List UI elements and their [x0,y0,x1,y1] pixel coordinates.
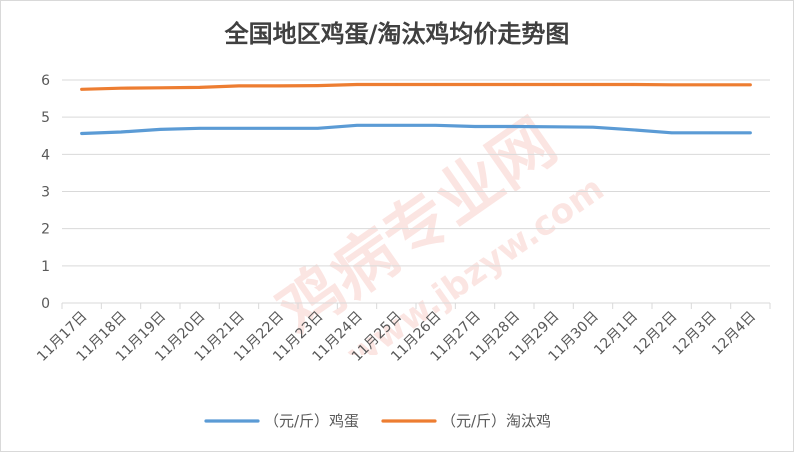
data-point-0-15 [670,131,673,134]
y-tick-label: 6 [41,73,50,89]
data-point-0-11 [513,125,516,128]
data-point-0-8 [395,124,398,127]
data-point-1-2 [159,86,162,89]
data-point-0-7 [356,124,359,127]
data-point-1-14 [631,83,634,86]
data-point-0-3 [198,127,201,130]
y-tick-label: 4 [41,147,50,163]
x-tick-label: 12月4日 [709,309,759,359]
data-point-0-13 [592,126,595,129]
data-point-1-15 [670,83,673,86]
data-point-0-10 [474,125,477,128]
data-point-0-6 [316,127,319,130]
data-point-0-2 [159,128,162,131]
data-point-1-12 [552,83,555,86]
data-point-1-4 [238,84,241,87]
data-point-0-9 [434,124,437,127]
data-point-1-10 [474,83,477,86]
legend-label-0: （元/斤）鸡蛋 [264,412,359,430]
data-point-1-9 [434,83,437,86]
y-tick-label: 5 [41,110,50,126]
y-tick-label: 2 [41,222,50,238]
y-tick-label: 1 [41,259,50,275]
data-point-1-3 [198,86,201,89]
data-point-1-1 [120,87,123,90]
data-point-0-17 [749,131,752,134]
data-point-0-4 [238,127,241,130]
data-point-1-7 [356,83,359,86]
data-point-1-8 [395,83,398,86]
data-point-1-16 [710,83,713,86]
data-point-0-12 [552,125,555,128]
data-point-0-14 [631,128,634,131]
data-point-1-17 [749,83,752,86]
series-line-1 [80,82,752,91]
data-point-1-13 [592,83,595,86]
legend-label-1: （元/斤）淘汰鸡 [441,412,551,430]
series-line-0 [80,123,752,136]
y-tick-label: 0 [41,296,50,312]
data-point-1-6 [316,84,319,87]
chart-title: 全国地区鸡蛋/淘汰鸡均价走势图 [224,20,570,48]
y-tick-label: 3 [41,185,50,201]
data-point-0-0 [80,132,83,135]
data-point-1-0 [80,88,83,91]
data-point-1-5 [277,84,280,87]
data-point-0-16 [710,131,713,134]
data-point-0-1 [120,131,123,134]
data-point-0-5 [277,127,280,130]
data-point-1-11 [513,83,516,86]
